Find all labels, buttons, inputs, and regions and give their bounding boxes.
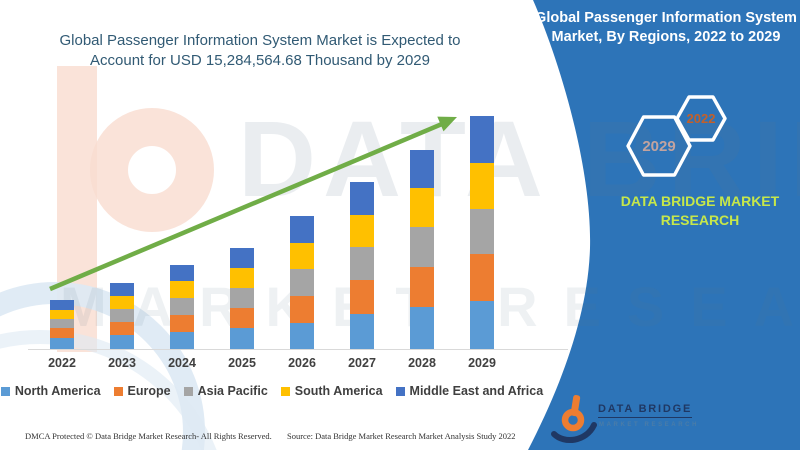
- legend-label: Europe: [127, 384, 171, 398]
- bar-segment-north-america: [170, 332, 194, 349]
- bar-segment-north-america: [110, 335, 134, 349]
- x-axis-label-2025: 2025: [228, 356, 256, 370]
- bar-segment-europe: [350, 280, 374, 314]
- legend-swatch: [0, 387, 10, 396]
- brand-name-text: DATA BRIDGE MARKET RESEARCH: [602, 192, 798, 230]
- legend-item-europe: Europe: [113, 384, 171, 398]
- bar-segment-middle-east-and-africa: [290, 216, 314, 243]
- bar-segment-middle-east-and-africa: [50, 300, 74, 310]
- bar-segment-asia-pacific: [470, 209, 494, 254]
- stacked-bar-2024: [170, 265, 194, 349]
- x-axis-label-2022: 2022: [48, 356, 76, 370]
- bar-segment-europe: [290, 296, 314, 323]
- panel-title-line2: Market, By Regions, 2022 to 2029: [551, 29, 781, 45]
- bar-segment-asia-pacific: [410, 227, 434, 267]
- stacked-bar-2028: [410, 150, 434, 349]
- bar-segment-south-america: [350, 215, 374, 247]
- legend-swatch: [395, 387, 405, 396]
- footer-source-text: Source: Data Bridge Market Research Mark…: [287, 431, 516, 441]
- stacked-bar-2023: [110, 283, 134, 349]
- legend-swatch: [280, 387, 290, 396]
- legend-label: South America: [294, 384, 383, 398]
- legend-item-north-america: North America: [0, 384, 101, 398]
- bar-segment-europe: [230, 308, 254, 328]
- bar-segment-north-america: [230, 328, 254, 349]
- legend: North America Europe Asia Pacific South Ame…: [0, 384, 543, 398]
- x-axis-label-2027: 2027: [348, 356, 376, 370]
- x-axis-label-2023: 2023: [108, 356, 136, 370]
- x-axis-label-2026: 2026: [288, 356, 316, 370]
- bar-segment-asia-pacific: [230, 288, 254, 308]
- legend-swatch: [183, 387, 193, 396]
- x-axis-label-2024: 2024: [168, 356, 196, 370]
- chart-headline-line2: Account for USD 15,284,564.68 Thousand b…: [90, 52, 430, 69]
- bar-segment-europe: [170, 315, 194, 332]
- bar-segment-asia-pacific: [170, 298, 194, 315]
- bar-segment-south-america: [290, 243, 314, 269]
- bar-segment-middle-east-and-africa: [410, 150, 434, 188]
- bar-segment-europe: [110, 322, 134, 335]
- bar-segment-north-america: [50, 338, 74, 349]
- stacked-bar-2025: [230, 248, 254, 349]
- brand-name-line1: DATA BRIDGE MARKET: [620, 193, 780, 209]
- brand-name-line2: RESEARCH: [660, 212, 740, 228]
- bar-segment-north-america: [350, 314, 374, 349]
- footer-dmca-text: DMCA Protected © Data Bridge Market Rese…: [25, 431, 272, 441]
- bar-segment-north-america: [410, 307, 434, 349]
- hexagon-2029-label: 2029: [642, 138, 676, 155]
- chart-headline-line1: Global Passenger Information System Mark…: [59, 32, 461, 49]
- bar-segment-asia-pacific: [50, 319, 74, 328]
- legend-label: Middle East and Africa: [409, 384, 544, 398]
- legend-item-asia-pacific: Asia Pacific: [183, 384, 268, 398]
- bar-segment-middle-east-and-africa: [470, 116, 494, 163]
- bar-segment-middle-east-and-africa: [170, 265, 194, 281]
- bar-segment-middle-east-and-africa: [350, 182, 374, 215]
- x-axis-label-2029: 2029: [468, 356, 496, 370]
- bar-segment-middle-east-and-africa: [230, 248, 254, 268]
- logo-wordmark: DATA BRIDGE: [598, 403, 693, 418]
- panel-title: Global Passenger Information System Mark…: [535, 9, 797, 47]
- hexagon-2022-label: 2022: [686, 111, 716, 126]
- bar-segment-north-america: [470, 301, 494, 349]
- bar-segment-south-america: [470, 163, 494, 209]
- bar-segment-asia-pacific: [350, 247, 374, 280]
- stacked-bar-2027: [350, 182, 374, 349]
- legend-item-south-america: South America: [280, 384, 383, 398]
- stacked-bar-2026: [290, 216, 314, 349]
- x-axis-line: [28, 349, 568, 350]
- bar-segment-europe: [410, 267, 434, 307]
- stacked-bar-2029: [470, 116, 494, 349]
- bar-segment-asia-pacific: [290, 269, 314, 296]
- legend-item-middle-east-and-africa: Middle East and Africa: [395, 384, 544, 398]
- logo-subtitle: MARKET RESEARCH: [599, 422, 700, 428]
- bar-segment-asia-pacific: [110, 309, 134, 322]
- bar-segment-south-america: [170, 281, 194, 298]
- chart-headline: Global Passenger Information System Mark…: [35, 31, 485, 71]
- bar-segment-europe: [470, 254, 494, 301]
- legend-label: Asia Pacific: [197, 384, 268, 398]
- bar-segment-europe: [50, 328, 74, 338]
- legend-label: North America: [14, 384, 101, 398]
- stacked-bar-2022: [50, 300, 74, 349]
- bar-chart: 2022 2023 2024 2025 2026 2027 2028 2029: [28, 116, 568, 370]
- bar-segment-south-america: [230, 268, 254, 288]
- x-axis-label-2028: 2028: [408, 356, 436, 370]
- bar-segment-north-america: [290, 323, 314, 349]
- data-bridge-logo-icon: [551, 395, 597, 444]
- bar-segment-south-america: [410, 188, 434, 227]
- bar-segment-south-america: [110, 296, 134, 309]
- bar-segment-south-america: [50, 310, 74, 319]
- panel-title-line1: Global Passenger Information System: [535, 10, 797, 26]
- bar-segment-middle-east-and-africa: [110, 283, 134, 296]
- legend-swatch: [113, 387, 123, 396]
